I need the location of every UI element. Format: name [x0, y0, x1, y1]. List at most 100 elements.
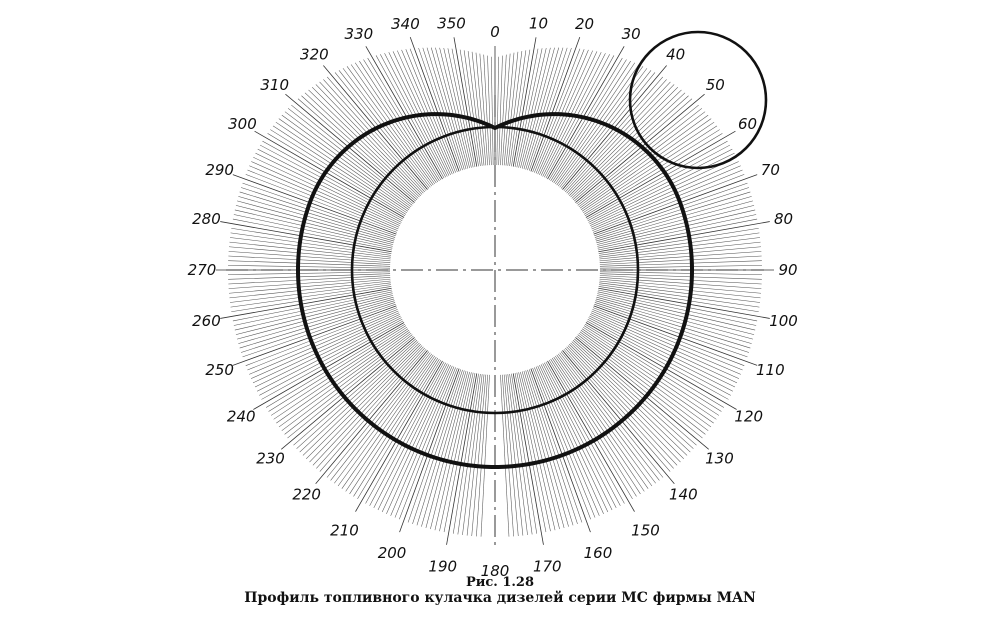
- hatch-line: [365, 361, 445, 504]
- hatch-line: [397, 50, 453, 175]
- hatch-line: [237, 200, 394, 244]
- hatch-line: [591, 165, 741, 230]
- hatch-line: [590, 157, 737, 226]
- hatch-line: [220, 287, 392, 319]
- angle-label-0: 0: [490, 23, 500, 41]
- angle-label-30: 30: [622, 25, 641, 43]
- hatch-line: [592, 174, 745, 233]
- hatch-line: [566, 346, 678, 466]
- hatch-line: [579, 331, 712, 428]
- hatch-line: [534, 49, 585, 173]
- hatch-line: [334, 72, 430, 189]
- hatch-line: [354, 62, 437, 184]
- hatch-line: [590, 314, 738, 384]
- hatch-line: [439, 47, 470, 169]
- hatch-line: [238, 196, 395, 242]
- angle-label-350: 350: [437, 15, 466, 33]
- hatch-line: [599, 275, 762, 285]
- hatch-line: [302, 342, 420, 456]
- hatch-line: [443, 47, 472, 168]
- hatch-line: [579, 114, 709, 209]
- hatch-line: [590, 161, 739, 228]
- hatch-line: [238, 298, 395, 344]
- hatch-line: [291, 104, 414, 205]
- hatch-line: [569, 86, 679, 196]
- hatch-line: [572, 95, 689, 200]
- hatch-line: [287, 108, 413, 206]
- angle-label-60: 60: [738, 115, 757, 133]
- hatch-line: [228, 255, 391, 265]
- hatch-line: [242, 182, 396, 237]
- hatch-line: [503, 374, 519, 537]
- hatch-line: [595, 196, 752, 242]
- hatch-line: [306, 344, 421, 459]
- hatch-line: [587, 144, 731, 221]
- hatch-line: [471, 374, 487, 537]
- hatch-line: [345, 356, 437, 492]
- hatch-line: [569, 344, 684, 459]
- hatch-line: [247, 309, 398, 371]
- hatch-line: [330, 352, 431, 481]
- hatch-line: [527, 369, 578, 525]
- hatch-line: [412, 369, 463, 525]
- hatch-line: [532, 367, 591, 520]
- hatch-line: [338, 70, 431, 188]
- hatch-line: [537, 365, 604, 515]
- hatch-line: [527, 47, 568, 171]
- hatch-line: [479, 53, 488, 166]
- hatch-line: [475, 52, 487, 166]
- hatch-line: [256, 317, 402, 392]
- hatch-line: [598, 289, 758, 322]
- hatch-line: [595, 191, 751, 240]
- hatch-line: [315, 350, 428, 484]
- hatch-line: [230, 232, 392, 256]
- angle-label-280: 280: [192, 210, 221, 228]
- hatch-line: [597, 209, 756, 247]
- hatch-line: [281, 332, 412, 431]
- hatch-line: [592, 307, 745, 366]
- hatch-line: [251, 161, 400, 228]
- hatch-line: [500, 54, 507, 166]
- angle-label-110: 110: [756, 361, 785, 379]
- hatch-line: [514, 48, 539, 167]
- hatch-line: [254, 130, 405, 218]
- hatch-line: [446, 373, 478, 545]
- hatch-line: [435, 47, 469, 169]
- hatch-line: [548, 359, 633, 500]
- hatch-line: [346, 66, 434, 186]
- hatch-line: [353, 358, 440, 497]
- hatch-line: [451, 48, 476, 167]
- hatch-line: [587, 319, 731, 396]
- angle-label-50: 50: [706, 76, 725, 94]
- hatch-line: [284, 111, 412, 208]
- figure-caption: Профиль топливного кулачка дизелей серии…: [244, 590, 756, 606]
- hatch-line: [592, 309, 743, 371]
- hatch-line: [228, 260, 391, 267]
- hatch-line: [588, 148, 733, 223]
- hatch-line: [575, 93, 705, 203]
- hatch-line: [555, 64, 640, 185]
- hatch-line: [316, 347, 425, 469]
- angle-label-70: 70: [761, 161, 780, 179]
- hatch-line: [591, 310, 741, 375]
- hatch-line: [373, 363, 448, 509]
- hatch-line: [240, 302, 396, 353]
- hatch-line: [496, 56, 499, 166]
- hatch-line: [578, 111, 706, 208]
- hatch-line: [570, 342, 688, 456]
- hatch-line: [296, 340, 418, 449]
- hatch-line: [523, 370, 569, 527]
- hatch-line: [542, 363, 617, 509]
- hatch-line: [599, 241, 761, 260]
- hatch-line: [230, 284, 392, 308]
- highlight-circle: [628, 30, 768, 170]
- hatch-line: [394, 367, 456, 518]
- hatch-line: [357, 359, 442, 500]
- hatch-line: [252, 314, 400, 384]
- angle-label-300: 300: [228, 115, 257, 133]
- angle-label-100: 100: [769, 312, 798, 330]
- angle-label-230: 230: [256, 449, 285, 467]
- hatch-line: [599, 278, 762, 294]
- hatch-line: [567, 84, 675, 195]
- hatch-line: [341, 355, 435, 489]
